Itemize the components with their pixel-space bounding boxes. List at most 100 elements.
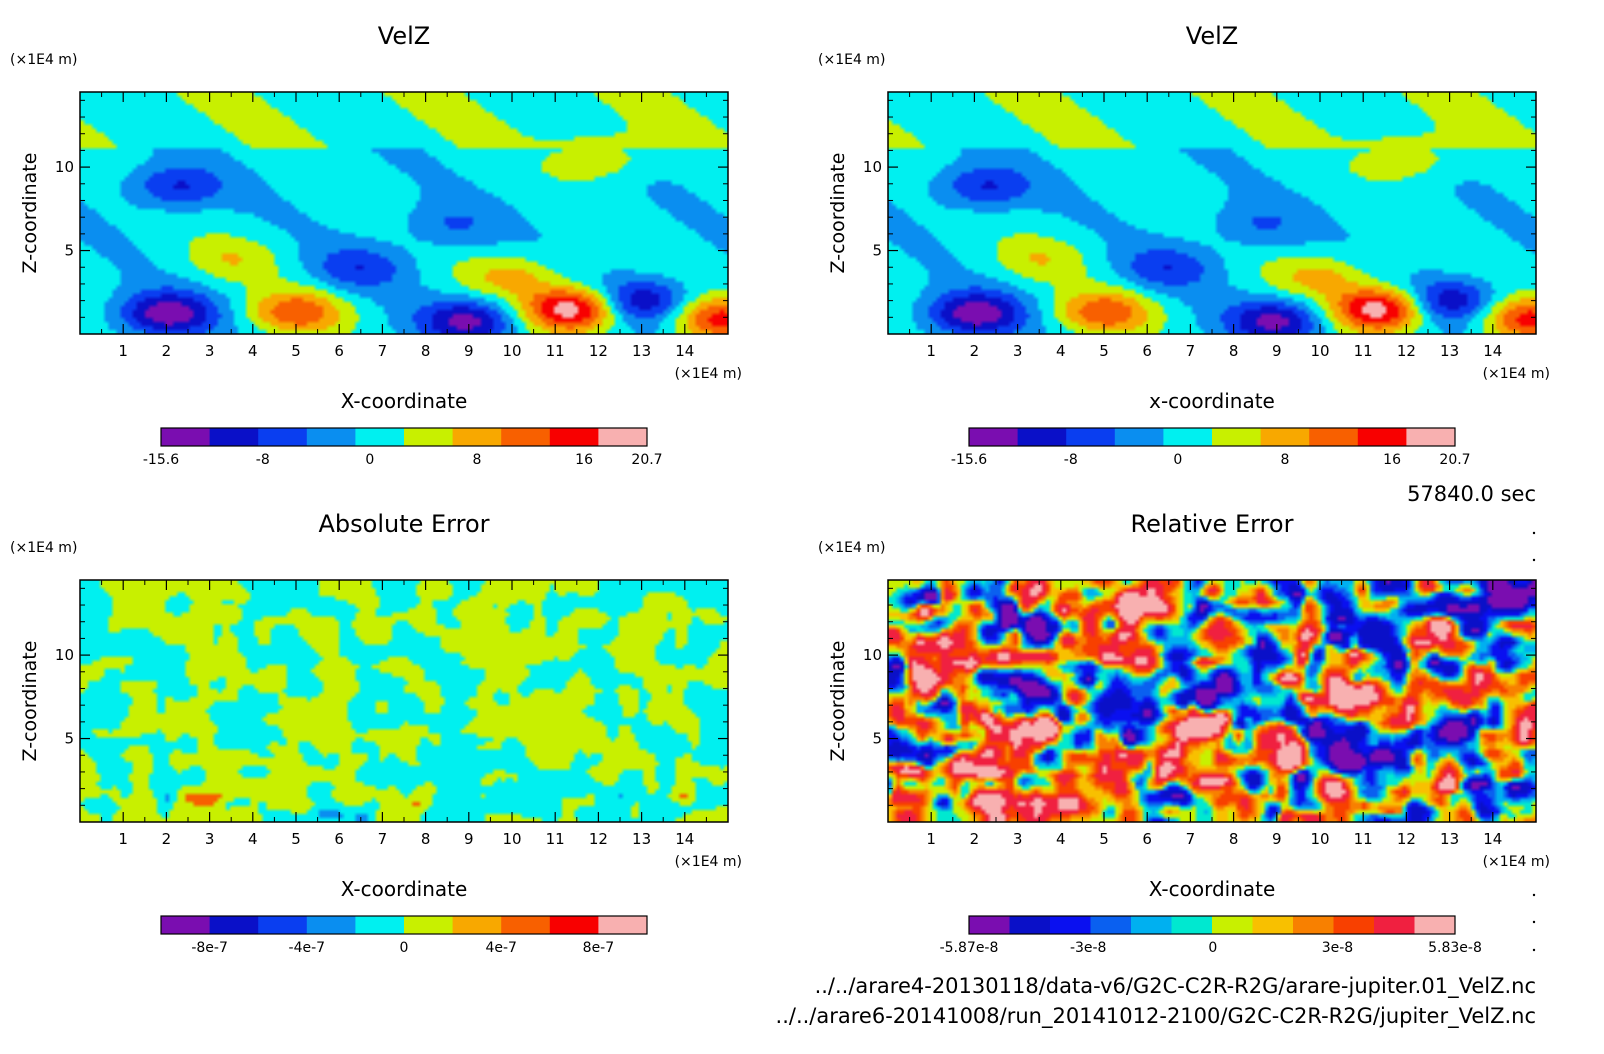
x-tick-label: 2 <box>970 830 980 848</box>
x-tick-label: 14 <box>1483 830 1502 848</box>
x-tick-label: 11 <box>1354 830 1373 848</box>
colorbar-segment <box>452 916 502 934</box>
colorbar-tick-label: -3e-8 <box>1070 940 1107 956</box>
x-tick-label: 8 <box>421 342 431 360</box>
colorbar-tick-label: -8 <box>256 452 270 468</box>
x-tick-label: 7 <box>378 342 388 360</box>
x-tick-label: 9 <box>1272 342 1282 360</box>
x-tick-label: 12 <box>1397 342 1416 360</box>
y-tick-label: 5 <box>64 242 74 260</box>
colorbar-tick-label: 16 <box>575 452 593 468</box>
y-axis-label: Z-coordinate <box>827 153 849 274</box>
y-unit-label: (×1E4 m) <box>818 540 885 556</box>
x-axis-label: X-coordinate <box>341 389 468 413</box>
x-axis-label: X-coordinate <box>1149 877 1276 901</box>
colorbar-segment <box>258 428 308 446</box>
x-tick-label: 11 <box>546 830 565 848</box>
x-unit-label: (×1E4 m) <box>675 854 742 870</box>
colorbar-segment <box>209 916 259 934</box>
colorbar-segment <box>209 428 259 446</box>
colorbar-tick-label: -4e-7 <box>289 940 326 956</box>
x-tick-label: 12 <box>589 342 608 360</box>
colorbar-segment <box>1131 916 1172 934</box>
colorbar-segment <box>1163 428 1213 446</box>
x-tick-label: 7 <box>378 830 388 848</box>
x-unit-label: (×1E4 m) <box>675 366 742 382</box>
x-tick-label: 14 <box>675 342 694 360</box>
x-tick-label: 5 <box>1099 830 1109 848</box>
y-tick-label: 5 <box>872 242 882 260</box>
x-tick-label: 4 <box>1056 830 1066 848</box>
x-tick-label: 1 <box>118 830 128 848</box>
colorbar-tick-label: -15.6 <box>143 452 179 468</box>
x-tick-label: 5 <box>1099 342 1109 360</box>
y-tick-label: 5 <box>872 730 882 748</box>
x-tick-label: 2 <box>162 342 172 360</box>
y-tick-label: 10 <box>55 646 74 664</box>
colorbar-tick-label: -5.87e-8 <box>940 940 999 956</box>
colorbar-tick-label: 3e-8 <box>1322 940 1353 956</box>
colorbar-segment <box>1252 916 1294 934</box>
colorbar-segment <box>501 916 551 934</box>
y-unit-label: (×1E4 m) <box>10 540 77 556</box>
y-tick-label: 10 <box>55 158 74 176</box>
x-tick-label: 10 <box>502 342 521 360</box>
marker-dot <box>1532 531 1536 535</box>
colorbar-segment <box>1009 916 1051 934</box>
y-axis-label: Z-coordinate <box>19 641 41 762</box>
colorbar-segment <box>1357 428 1407 446</box>
colorbar-segment <box>1333 916 1375 934</box>
colorbar-tick-label: -8e-7 <box>191 940 228 956</box>
colorbar-segment <box>969 428 1019 446</box>
x-tick-label: 4 <box>248 830 258 848</box>
x-tick-label: 9 <box>464 342 474 360</box>
x-tick-label: 2 <box>162 830 172 848</box>
x-tick-label: 9 <box>464 830 474 848</box>
colorbar-segment <box>549 916 599 934</box>
x-tick-label: 12 <box>1397 830 1416 848</box>
y-tick-label: 5 <box>64 730 74 748</box>
y-axis-label: Z-coordinate <box>827 641 849 762</box>
x-tick-label: 6 <box>1142 342 1152 360</box>
x-tick-label: 6 <box>1142 830 1152 848</box>
file-path-1: ../../arare4-20130118/data-v6/G2C-C2R-R2… <box>815 974 1536 999</box>
colorbar-tick-label: 0 <box>1208 940 1217 956</box>
x-tick-label: 14 <box>1483 342 1502 360</box>
marker-dot <box>1532 893 1536 897</box>
colorbar-segment <box>1050 916 1091 934</box>
colorbar-segment <box>1406 428 1456 446</box>
colorbar-frame <box>968 427 1456 447</box>
x-tick-label: 13 <box>1440 342 1459 360</box>
x-tick-label: 7 <box>1186 830 1196 848</box>
colorbar-segment <box>306 916 356 934</box>
chart-title: VelZ <box>378 22 430 50</box>
x-tick-label: 7 <box>1186 342 1196 360</box>
colorbar-segment <box>598 428 648 446</box>
x-tick-label: 1 <box>926 342 936 360</box>
x-tick-label: 4 <box>248 342 258 360</box>
colorbar: -15.6 -8 0 8 16 20.7 <box>951 427 1471 468</box>
colorbar-tick-label: -15.6 <box>951 452 987 468</box>
x-tick-label: 10 <box>1310 830 1329 848</box>
colorbar-segment <box>549 428 599 446</box>
chart-title: Absolute Error <box>318 510 489 538</box>
marker-dot <box>1532 920 1536 924</box>
colorbar-tick-label: 16 <box>1383 452 1401 468</box>
x-tick-label: 14 <box>675 830 694 848</box>
x-tick-label: 8 <box>421 830 431 848</box>
file-path-2: ../../arare6-20141008/run_20141012-2100/… <box>776 1004 1536 1029</box>
colorbar-segment <box>1212 428 1262 446</box>
colorbar-segment <box>161 916 211 934</box>
y-unit-label: (×1E4 m) <box>10 52 77 68</box>
colorbar: -8e-7 -4e-7 0 4e-7 8e-7 <box>160 915 648 956</box>
y-tick-label: 10 <box>863 158 882 176</box>
colorbar-segment <box>355 916 405 934</box>
x-tick-label: 3 <box>205 830 215 848</box>
x-tick-label: 11 <box>546 342 565 360</box>
x-tick-label: 3 <box>205 342 215 360</box>
x-tick-label: 1 <box>118 342 128 360</box>
